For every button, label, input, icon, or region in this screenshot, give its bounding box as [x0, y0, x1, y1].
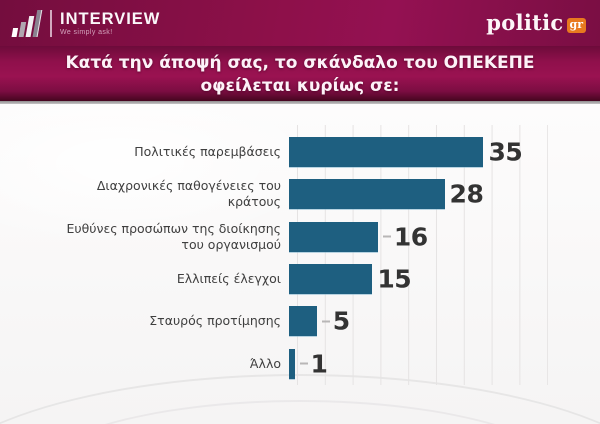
bar-track: 1 — [289, 348, 539, 379]
category-label: Άλλο — [249, 355, 281, 371]
politic-logo-text: politic — [486, 10, 564, 35]
value-label: 28 — [449, 179, 484, 209]
leader-line — [299, 362, 308, 365]
interview-logo-text: INTERVIEW — [60, 10, 161, 28]
chart-row: Ελλιπείς έλεγχοι 15 — [60, 258, 550, 300]
bar: 15 — [289, 264, 412, 295]
value-label: 16 — [382, 222, 428, 251]
bar-chart: Πολιτικές παρεμβάσεις 35 Διαχρονικές παθ… — [60, 131, 550, 385]
chart-row: Ευθύνες προσώπων της διοίκησης του οργαν… — [60, 216, 550, 258]
header-topbar: INTERVIEW We simply ask! politic gr — [0, 0, 600, 46]
bar-track: 15 — [289, 264, 539, 295]
bar: 28 — [289, 179, 484, 210]
leader-line — [382, 235, 391, 238]
header: INTERVIEW We simply ask! politic gr Κατά… — [0, 0, 600, 104]
value-label: 15 — [377, 264, 412, 294]
bar: 35 — [289, 137, 523, 168]
chart-gridlines — [297, 125, 548, 385]
bar-track: 5 — [289, 306, 539, 337]
question-banner: Κατά την άποψή σας, το σκάνδαλο του ΟΠΕΚ… — [0, 46, 600, 101]
value-label: 5 — [321, 307, 350, 336]
politic-gr-badge: gr — [566, 17, 586, 33]
interview-logo: INTERVIEW We simply ask! — [11, 9, 161, 37]
chart-row: Άλλο 1 — [60, 342, 550, 384]
category-label: Ελλιπείς έλεγχοι — [176, 271, 281, 287]
category-label: Πολιτικές παρεμβάσεις — [134, 144, 281, 160]
politic-logo: politic gr — [486, 12, 586, 34]
chart-row: Σταυρός προτίμησης 5 — [60, 300, 550, 342]
chart-row: Διαχρονικές παθογένειες του κράτους 28 — [60, 173, 550, 215]
question-line-1: Κατά την άποψή σας, το σκάνδαλο του ΟΠΕΚ… — [65, 53, 535, 73]
interview-tagline: We simply ask! — [60, 29, 113, 36]
chart-area: Πολιτικές παρεμβάσεις 35 Διαχρονικές παθ… — [0, 104, 600, 424]
bar: 5 — [289, 306, 350, 337]
interview-bars-icon — [11, 9, 43, 37]
header-divider — [0, 101, 600, 104]
bar-track: 16 — [289, 221, 539, 252]
bar: 1 — [289, 348, 328, 379]
chart-row: Πολιτικές παρεμβάσεις 35 — [60, 131, 550, 173]
bar-track: 35 — [289, 137, 539, 168]
category-label: Σταυρός προτίμησης — [149, 313, 281, 329]
question-line-2: οφείλεται κυρίως σε: — [200, 76, 400, 96]
value-label: 1 — [299, 349, 328, 378]
leader-line — [321, 320, 330, 323]
value-label: 35 — [488, 137, 523, 167]
logo-separator — [50, 10, 52, 37]
bar: 16 — [289, 221, 428, 252]
category-label: Ευθύνες προσώπων της διοίκησης του οργαν… — [66, 220, 282, 252]
category-label: Διαχρονικές παθογένειες του κράτους — [96, 178, 281, 210]
bar-track: 28 — [289, 179, 539, 210]
